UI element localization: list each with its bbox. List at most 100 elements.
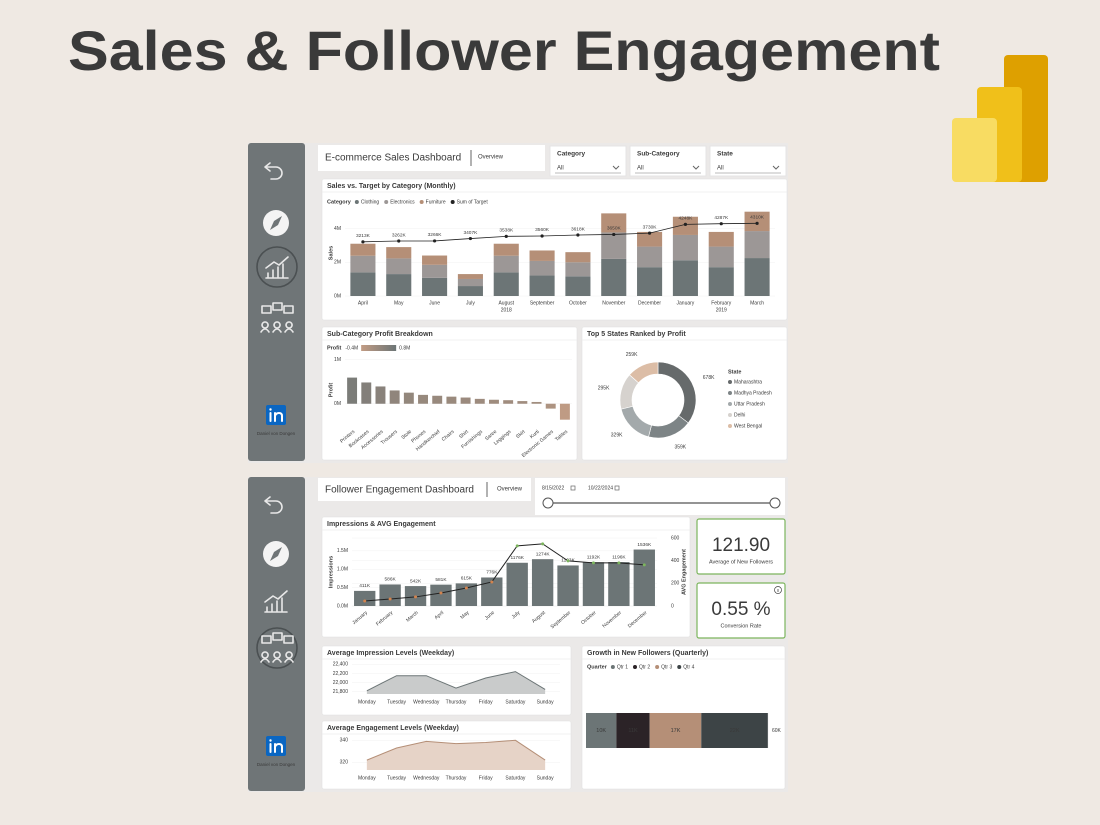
y2-tick-label: 400	[671, 558, 680, 564]
bar-segment	[493, 243, 519, 256]
data-label: 1176K	[510, 555, 524, 561]
date-end: 10/22/2024	[588, 485, 613, 491]
chart-title: Sub-Category Profit Breakdown	[327, 331, 433, 338]
data-label: 581K	[435, 577, 447, 583]
legend-marker	[419, 200, 424, 204]
engagement-marker	[414, 595, 418, 599]
slicer-value: All	[717, 166, 724, 172]
slicer[interactable]: State All	[709, 145, 787, 177]
bar-segment	[601, 232, 627, 259]
target-marker	[576, 233, 580, 237]
slicer-box[interactable]	[709, 145, 787, 177]
bar-segment	[601, 213, 627, 233]
y-tick-label: 22,200	[333, 671, 349, 677]
legend-entry: Maharashtra	[734, 379, 762, 385]
dashboard-title: E-commerce Sales Dashboard	[325, 153, 461, 164]
slider-handle[interactable]	[769, 497, 781, 509]
chart-panel	[321, 645, 572, 716]
header-bar	[318, 145, 545, 171]
bar	[430, 584, 452, 606]
y-tick-label: 1.5M	[337, 548, 348, 554]
axis-title: Profit	[328, 383, 334, 398]
sales-page-icon[interactable]	[264, 590, 288, 613]
axis-title: Sales	[328, 246, 334, 260]
kpi-value: 121.90	[712, 535, 770, 556]
data-label: 295K	[598, 385, 610, 391]
legend-marker	[354, 200, 359, 204]
bar-segment	[708, 246, 734, 268]
data-label: 259K	[626, 352, 638, 358]
data-label: 4248K	[678, 216, 693, 222]
legend-entry: Qtr 4	[683, 664, 694, 670]
x-tick-label: July	[466, 300, 475, 306]
bar	[446, 396, 457, 404]
bar-segment	[708, 267, 734, 296]
x-tick-label: May	[459, 610, 470, 621]
target-marker	[361, 240, 365, 244]
header-bar	[318, 478, 531, 501]
x-tick-label: November	[602, 300, 625, 306]
legend-marker	[728, 380, 732, 384]
back-icon[interactable]	[264, 162, 283, 180]
sales-page-icon[interactable]	[265, 256, 289, 279]
legend-entry: Furniture	[426, 199, 446, 205]
data-label: 22K	[730, 728, 740, 734]
data-label: 411K	[359, 583, 371, 589]
data-label: 1192K	[587, 554, 601, 560]
bar	[557, 565, 579, 606]
slicer-label: Category	[557, 151, 586, 158]
x-tick-label: 60K	[772, 728, 782, 734]
legend-entry: Clothing	[361, 199, 380, 205]
slider-handle[interactable]	[542, 497, 554, 509]
bar-segment	[386, 274, 412, 296]
bar	[633, 549, 655, 606]
x-tick-label: Monday	[358, 775, 376, 781]
legend-marker	[728, 402, 732, 406]
color-scale-bar	[361, 345, 397, 351]
bar	[489, 399, 499, 404]
y-tick-label: 0.5M	[337, 585, 348, 591]
x-tick-label: May	[394, 300, 404, 306]
y-tick-label: 2M	[334, 260, 341, 266]
data-label: 17K	[671, 728, 681, 734]
back-icon[interactable]	[264, 496, 283, 514]
bar-segment	[493, 255, 519, 273]
engagement-marker	[464, 586, 468, 590]
target-marker	[432, 239, 437, 243]
page-name: Overview	[497, 487, 523, 493]
y-tick-label: 0M	[334, 293, 341, 299]
slicer-label: Sub-Category	[637, 151, 680, 158]
x-tick-label: Kurti	[529, 429, 541, 440]
data-label: 542K	[410, 578, 422, 584]
bar	[474, 398, 485, 404]
bar-segment	[744, 258, 770, 296]
engagement-line	[364, 543, 645, 602]
x-tick-label: Friday	[479, 699, 493, 705]
date-slicer[interactable]	[535, 478, 785, 515]
engagement-marker	[642, 563, 646, 567]
axis-title: AVG Engagement	[681, 549, 687, 595]
y-tick-label: 22,000	[333, 680, 349, 686]
x-tick-label: August	[498, 300, 514, 306]
bar	[582, 562, 605, 606]
bar	[389, 390, 400, 404]
engagement-page-icon[interactable]	[260, 632, 294, 663]
slicer-box[interactable]	[629, 145, 707, 177]
legend-entry: Madhya Pradesh	[734, 390, 772, 396]
area-fill	[366, 740, 546, 770]
slicer-chevron	[692, 165, 700, 170]
bar-segment	[637, 231, 663, 247]
slicer[interactable]: Category All	[549, 145, 627, 177]
bar-segment	[616, 713, 650, 748]
bar	[432, 395, 443, 404]
slicer[interactable]: Sub-Category All	[629, 145, 707, 177]
engagement-page-icon[interactable]	[260, 302, 294, 333]
data-label: 1536K	[637, 542, 652, 548]
kpi-label: Conversion Rate	[721, 623, 762, 629]
slicer-chevron	[612, 165, 620, 170]
bar-segment	[386, 247, 412, 259]
legend-entry: Uttar Pradesh	[734, 401, 765, 407]
info-icon[interactable]	[774, 586, 782, 594]
data-label: 329K	[611, 433, 623, 439]
slicer-box[interactable]	[549, 145, 627, 177]
